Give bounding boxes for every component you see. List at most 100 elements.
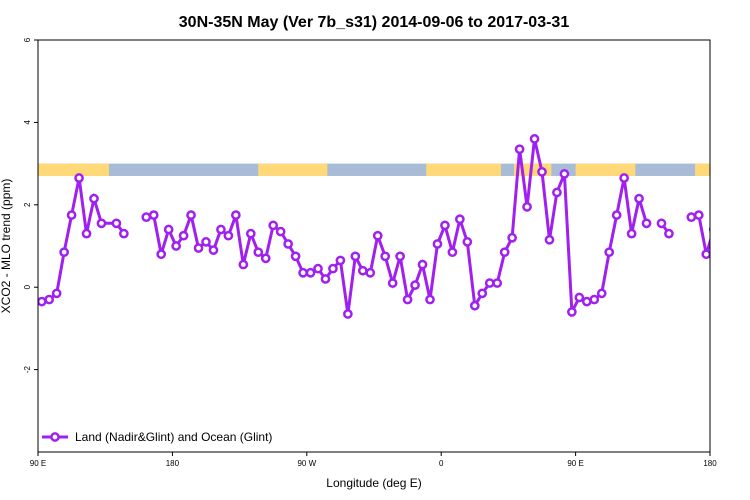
data-point [529, 134, 540, 144]
land-band-segment [38, 163, 109, 176]
data-point [507, 232, 517, 243]
data-point [686, 212, 697, 223]
data-point [119, 228, 129, 239]
data-point [81, 228, 92, 239]
data-point [395, 251, 405, 262]
land-band-segment [695, 163, 710, 176]
x-tick-label: 180 [703, 459, 717, 468]
data-point [111, 218, 122, 229]
data-point [440, 220, 450, 231]
data-point [462, 237, 473, 247]
series-line [41, 177, 126, 304]
data-point [223, 230, 234, 241]
land-band-segment [426, 163, 501, 176]
y-tick-label: 0 [23, 284, 32, 289]
data-point [163, 224, 174, 235]
data-point [290, 251, 301, 262]
y-axis-label: XCO2 - MLO trend (ppm) [0, 179, 13, 314]
data-point [708, 226, 710, 233]
data-point [410, 280, 420, 290]
land-ocean-band [38, 163, 710, 176]
data-point [447, 247, 458, 258]
data-point [343, 309, 353, 319]
data-point [156, 249, 167, 260]
data-point [59, 247, 69, 258]
data-point [275, 226, 286, 237]
data-point [66, 210, 77, 220]
data-point [402, 294, 413, 305]
data-point [208, 245, 219, 255]
data-point [514, 144, 525, 155]
data-point [89, 193, 99, 204]
data-point [96, 218, 107, 229]
data-point [693, 210, 704, 220]
data-point [44, 294, 55, 305]
data-point [634, 193, 644, 204]
land-band-segment [575, 163, 636, 176]
x-tick-label: 0 [439, 459, 444, 468]
data-point [611, 210, 622, 220]
data-point [492, 278, 503, 288]
data-point [718, 242, 725, 249]
data-point [231, 210, 241, 220]
legend-label: Land (Nadir&Glint) and Ocean (Glint) [75, 430, 272, 444]
data-point [245, 228, 256, 239]
data-point [432, 239, 443, 249]
data-point [193, 243, 204, 253]
data-point [581, 296, 592, 307]
x-tick-label: 90 E [567, 459, 583, 468]
data-point [567, 307, 577, 317]
data-point [499, 247, 510, 258]
series-layer [38, 134, 732, 319]
x-tick-label: 180 [166, 459, 180, 468]
data-point [574, 292, 585, 303]
data-point [425, 294, 435, 305]
data-point [305, 267, 316, 278]
data-point [619, 173, 629, 183]
data-point [186, 210, 196, 220]
data-point [537, 166, 547, 177]
legend: Land (Nadir&Glint) and Ocean (Glint) [42, 430, 272, 444]
axes: 90 E 180 90 W 0 90 E 180 -2 0 2 4 6 [23, 37, 717, 468]
data-point [178, 230, 189, 241]
data-point [469, 300, 480, 311]
data-point [171, 241, 181, 251]
data-point [725, 232, 732, 239]
y-tick-label: 2 [23, 202, 32, 207]
data-point [238, 259, 249, 270]
data-point [604, 247, 615, 258]
data-point [544, 234, 555, 245]
data-point [552, 187, 562, 198]
data-point [350, 251, 361, 262]
data-point [664, 228, 674, 239]
data-point [51, 288, 62, 299]
x-axis-label: Longitude (deg E) [326, 476, 421, 490]
data-point [641, 218, 652, 229]
data-point [357, 265, 368, 276]
data-point [701, 249, 710, 260]
data-point [417, 259, 428, 270]
data-point [148, 210, 159, 220]
data-point [320, 274, 331, 284]
y-tick-label: 4 [23, 120, 32, 125]
y-tick-label: 6 [23, 37, 32, 42]
data-point [589, 294, 600, 305]
data-point [477, 288, 488, 299]
data-point [283, 239, 293, 249]
data-point [626, 228, 637, 239]
data-point [38, 296, 47, 307]
data-point [260, 253, 271, 264]
data-point [596, 288, 607, 299]
data-point [335, 255, 346, 266]
x-tick-label: 90 E [30, 459, 46, 468]
data-point [365, 267, 376, 278]
land-band-segment [258, 163, 328, 176]
data-point [656, 218, 667, 229]
data-point [74, 173, 84, 183]
data-point [380, 251, 391, 262]
data-point [484, 278, 495, 288]
data-point [372, 230, 383, 241]
data-point [455, 214, 465, 225]
y-tick-label: -2 [23, 365, 32, 373]
